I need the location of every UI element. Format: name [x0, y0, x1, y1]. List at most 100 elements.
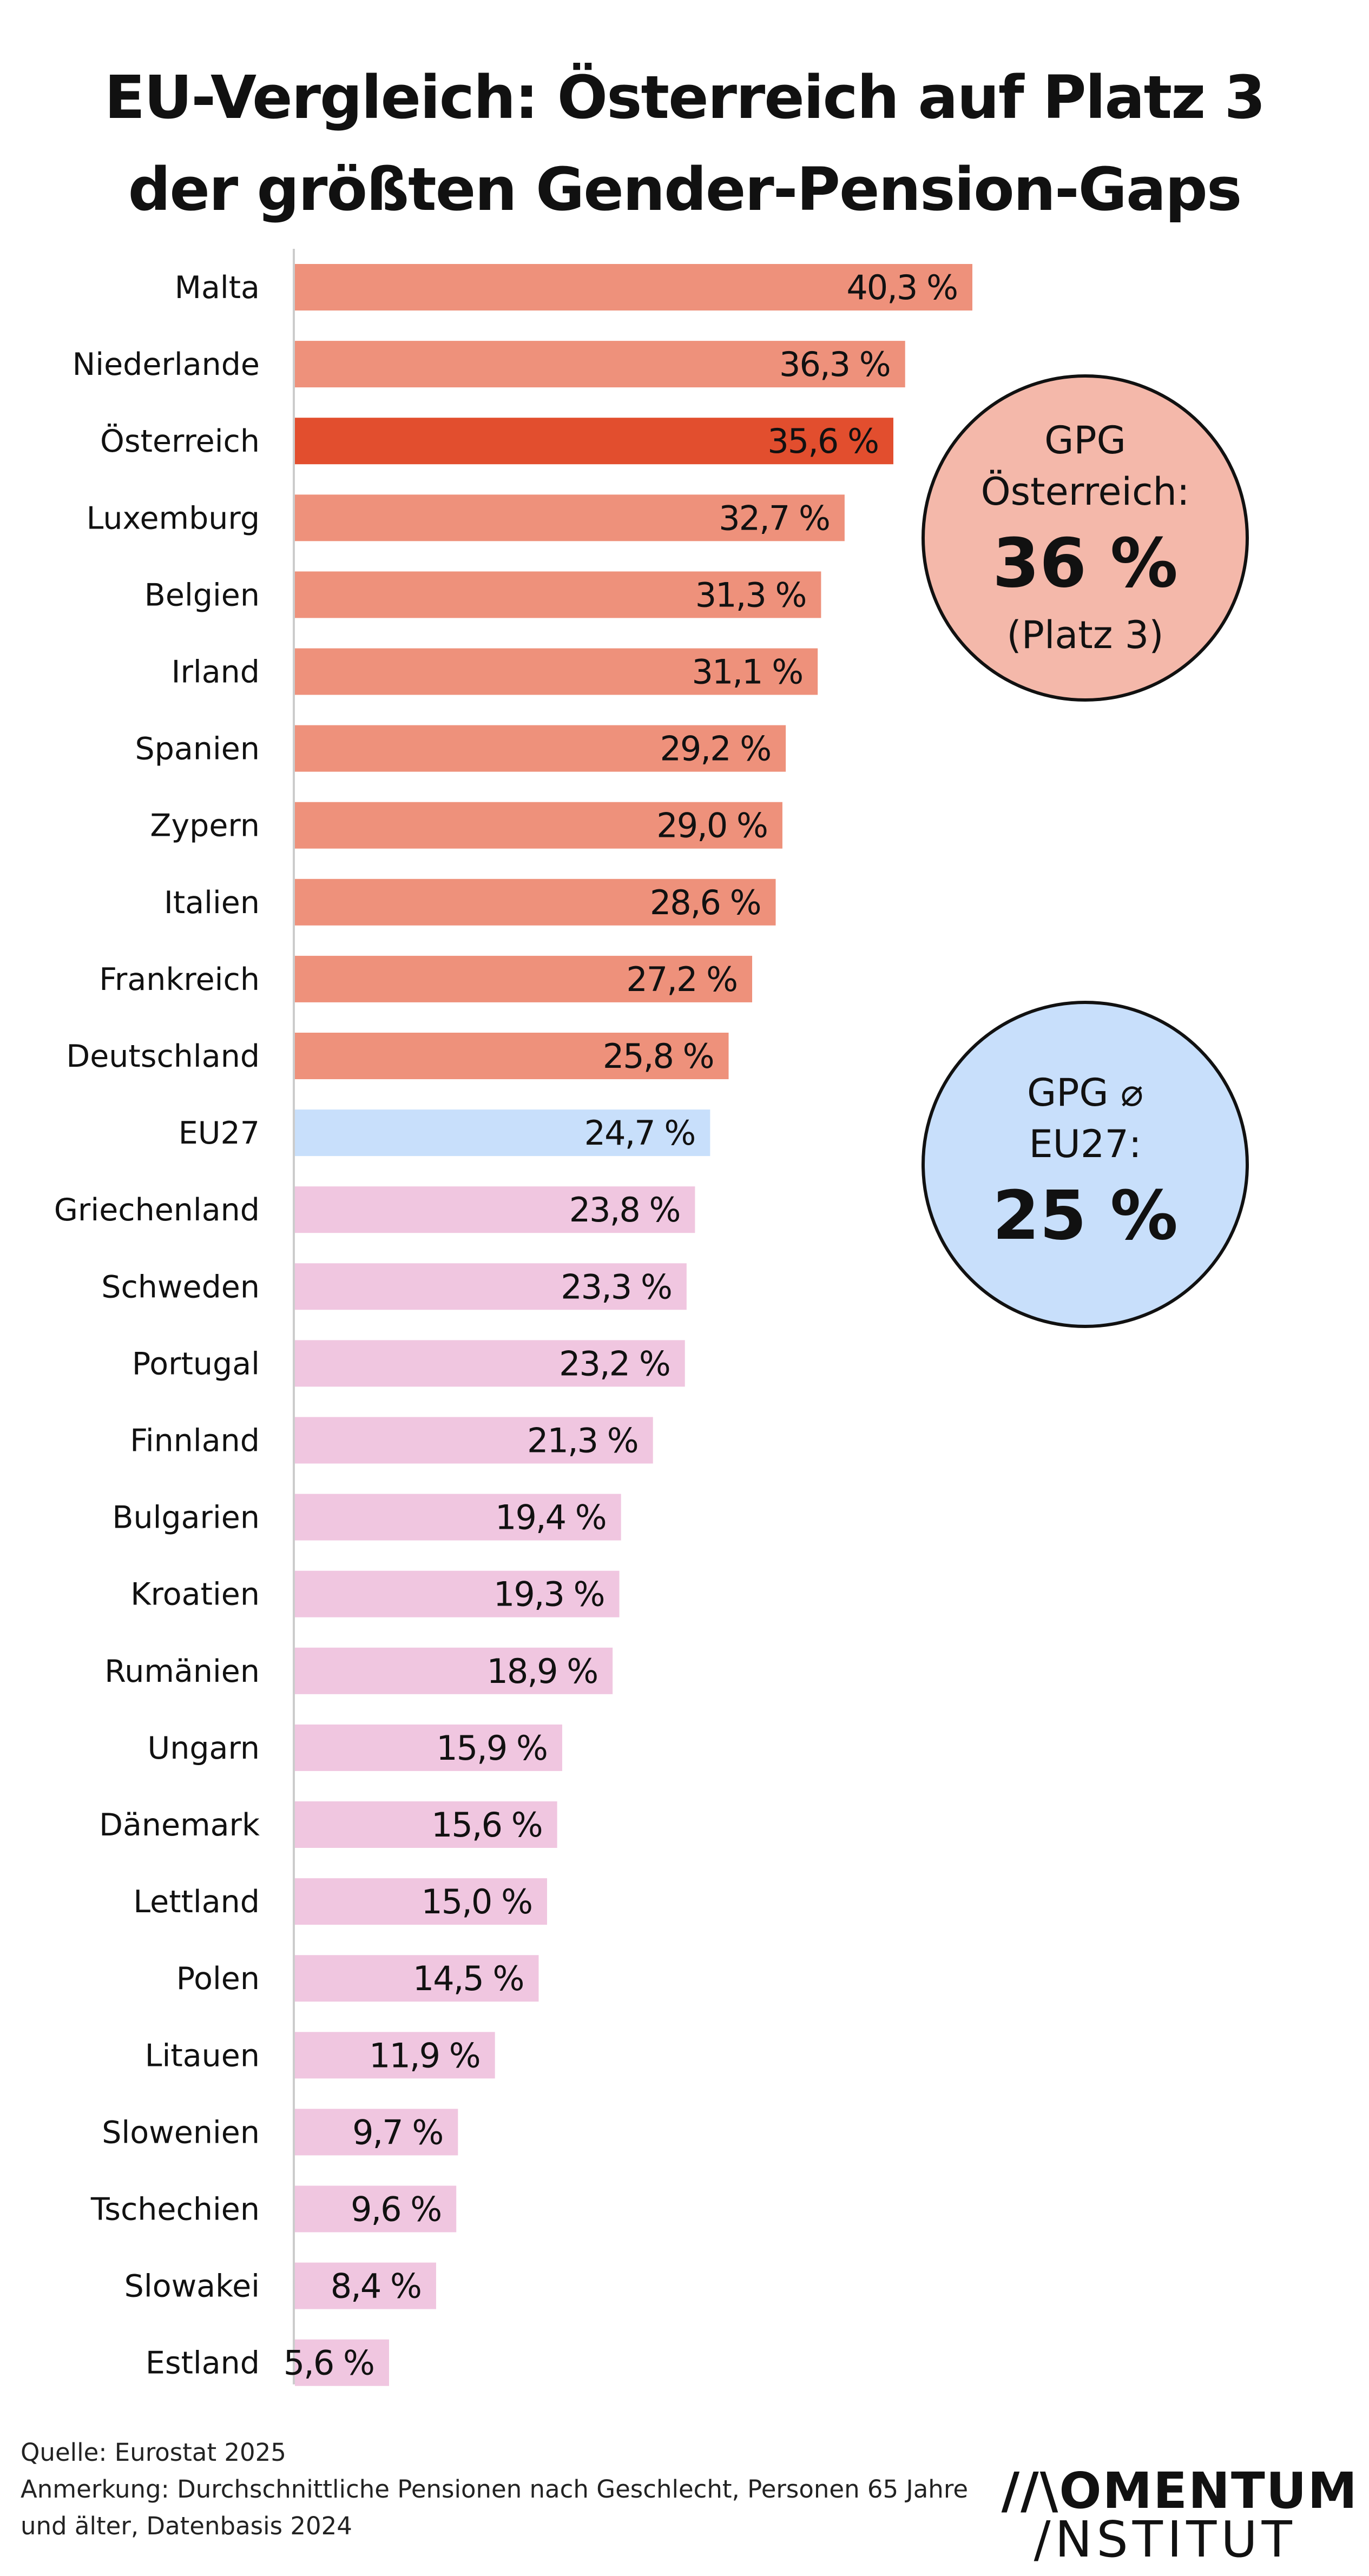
bar-slowakei — [295, 2262, 436, 2309]
value-label: 18,9 % — [486, 1652, 597, 1691]
eu-callout-line1: GPG ⌀ — [1026, 1070, 1144, 1115]
bar-lettland — [295, 1878, 548, 1925]
value-label: 28,6 % — [650, 883, 761, 922]
value-label: 15,0 % — [421, 1882, 532, 1921]
value-label: 5,6 % — [284, 2343, 374, 2383]
category-label: Italien — [164, 885, 260, 921]
bar-frankreich — [295, 955, 753, 1002]
value-label: 23,8 % — [569, 1190, 680, 1230]
value-label: 8,4 % — [331, 2267, 421, 2306]
austria-gpg-callout: GPG Österreich: 36 % (Platz 3) — [922, 374, 1249, 702]
category-label: Portugal — [132, 1346, 260, 1382]
bar-zypern — [295, 802, 782, 849]
bar-belgien — [295, 571, 821, 618]
value-label: 15,6 % — [431, 1805, 542, 1845]
note-line-2: und älter, Datenbasis 2024 — [21, 2512, 352, 2540]
value-label: 36,3 % — [779, 345, 890, 384]
category-label: Ungarn — [147, 1730, 260, 1766]
eu-callout-line2: EU27: — [1029, 1121, 1142, 1166]
value-label: 32,7 % — [719, 498, 830, 538]
austria-callout-value: 36 % — [992, 524, 1178, 603]
eu-callout-value: 25 % — [992, 1176, 1178, 1255]
value-label: 23,2 % — [559, 1344, 670, 1383]
bar-spanien — [295, 725, 786, 772]
momentum-institut-logo: //\OMENTUM /NSTITUT — [1001, 2462, 1358, 2568]
source-text: Quelle: Eurostat 2025 — [21, 2438, 286, 2467]
category-label: Litauen — [145, 2038, 260, 2073]
value-label: 21,3 % — [527, 1421, 638, 1461]
bar-niederlande — [295, 341, 905, 388]
category-label: Malta — [175, 270, 260, 306]
value-label: 31,3 % — [695, 575, 806, 615]
category-label: Bulgarien — [112, 1500, 260, 1536]
bar-deutschland — [295, 1033, 729, 1079]
value-label: 9,6 % — [351, 2190, 441, 2229]
category-label: Deutschland — [66, 1039, 260, 1074]
chart-title: EU-Vergleich: Österreich auf Platz 3 der… — [0, 51, 1369, 235]
value-label: 11,9 % — [369, 2036, 480, 2075]
value-label: 9,7 % — [352, 2112, 443, 2152]
austria-callout-line1: GPG — [1044, 418, 1126, 463]
bar-österreich — [295, 418, 893, 465]
value-label: 19,4 % — [495, 1498, 606, 1537]
austria-callout-note: (Platz 3) — [1006, 613, 1164, 657]
value-label: 14,5 % — [413, 1959, 524, 1998]
logo-top-text: //\OMENTUM — [1001, 2462, 1358, 2520]
bar-schweden — [295, 1263, 687, 1310]
category-label: Griechenland — [54, 1192, 260, 1228]
bar-irland — [295, 648, 818, 695]
bar-finnland — [295, 1417, 653, 1464]
category-label: Polen — [176, 1961, 260, 1997]
category-label: Slowenien — [102, 2115, 260, 2150]
category-label: Finnland — [130, 1423, 260, 1459]
bar-polen — [295, 1955, 539, 2002]
bar-bulgarien — [295, 1494, 621, 1541]
austria-callout-line2: Österreich: — [980, 470, 1190, 514]
category-label: Rumänien — [104, 1654, 260, 1689]
value-label: 31,1 % — [692, 652, 803, 692]
value-label: 35,6 % — [767, 421, 878, 461]
category-label: Lettland — [133, 1884, 260, 1920]
bar-malta — [295, 264, 972, 311]
category-label: Slowakei — [124, 2269, 260, 2304]
value-label: 27,2 % — [626, 960, 737, 999]
value-label: 40,3 % — [846, 268, 957, 307]
footer: Quelle: Eurostat 2025 Anmerkung: Durchsc… — [21, 2434, 968, 2545]
bar-dänemark — [295, 1801, 557, 1848]
category-label: Dänemark — [99, 1807, 260, 1843]
category-label: Spanien — [135, 731, 260, 767]
bar-rumänien — [295, 1647, 613, 1694]
category-label: Kroatien — [130, 1577, 260, 1613]
note-line-1: Anmerkung: Durchschnittliche Pensionen n… — [21, 2475, 969, 2504]
bar-luxemburg — [295, 494, 845, 541]
bar-tschechien — [295, 2185, 457, 2232]
value-label: 29,0 % — [656, 806, 767, 846]
title-line-1: EU-Vergleich: Österreich auf Platz 3 — [104, 63, 1266, 132]
category-label: Österreich — [100, 423, 260, 459]
category-label: Zypern — [150, 808, 260, 844]
category-label: EU27 — [179, 1115, 260, 1151]
bar-portugal — [295, 1340, 685, 1387]
bar-slowenien — [295, 2109, 458, 2156]
bar-eu27 — [295, 1109, 710, 1157]
value-label: 29,2 % — [660, 729, 771, 769]
bar-estland — [295, 2339, 389, 2386]
bar-litauen — [295, 2032, 495, 2079]
value-label: 15,9 % — [436, 1728, 547, 1768]
bar-kroatien — [295, 1570, 620, 1617]
value-label: 19,3 % — [493, 1575, 604, 1614]
bar-chart: Malta 40,3 % Niederlande 36,3 % Österreich 35… — [54, 249, 972, 2386]
logo-bottom-text: /NSTITUT — [1034, 2511, 1296, 2568]
category-label: Irland — [172, 655, 260, 690]
category-label: Tschechien — [90, 2192, 260, 2228]
category-label: Luxemburg — [87, 500, 260, 536]
bar-griechenland — [295, 1186, 695, 1233]
value-label: 25,8 % — [603, 1036, 714, 1076]
category-label: Niederlande — [73, 347, 260, 382]
value-label: 24,7 % — [584, 1113, 695, 1153]
category-label: Belgien — [144, 577, 260, 613]
category-label: Frankreich — [99, 962, 260, 998]
eu-gpg-callout: GPG ⌀ EU27: 25 % — [922, 1001, 1249, 1328]
bar-italien — [295, 879, 776, 926]
title-line-2: der größten Gender-Pension-Gaps — [128, 155, 1242, 224]
